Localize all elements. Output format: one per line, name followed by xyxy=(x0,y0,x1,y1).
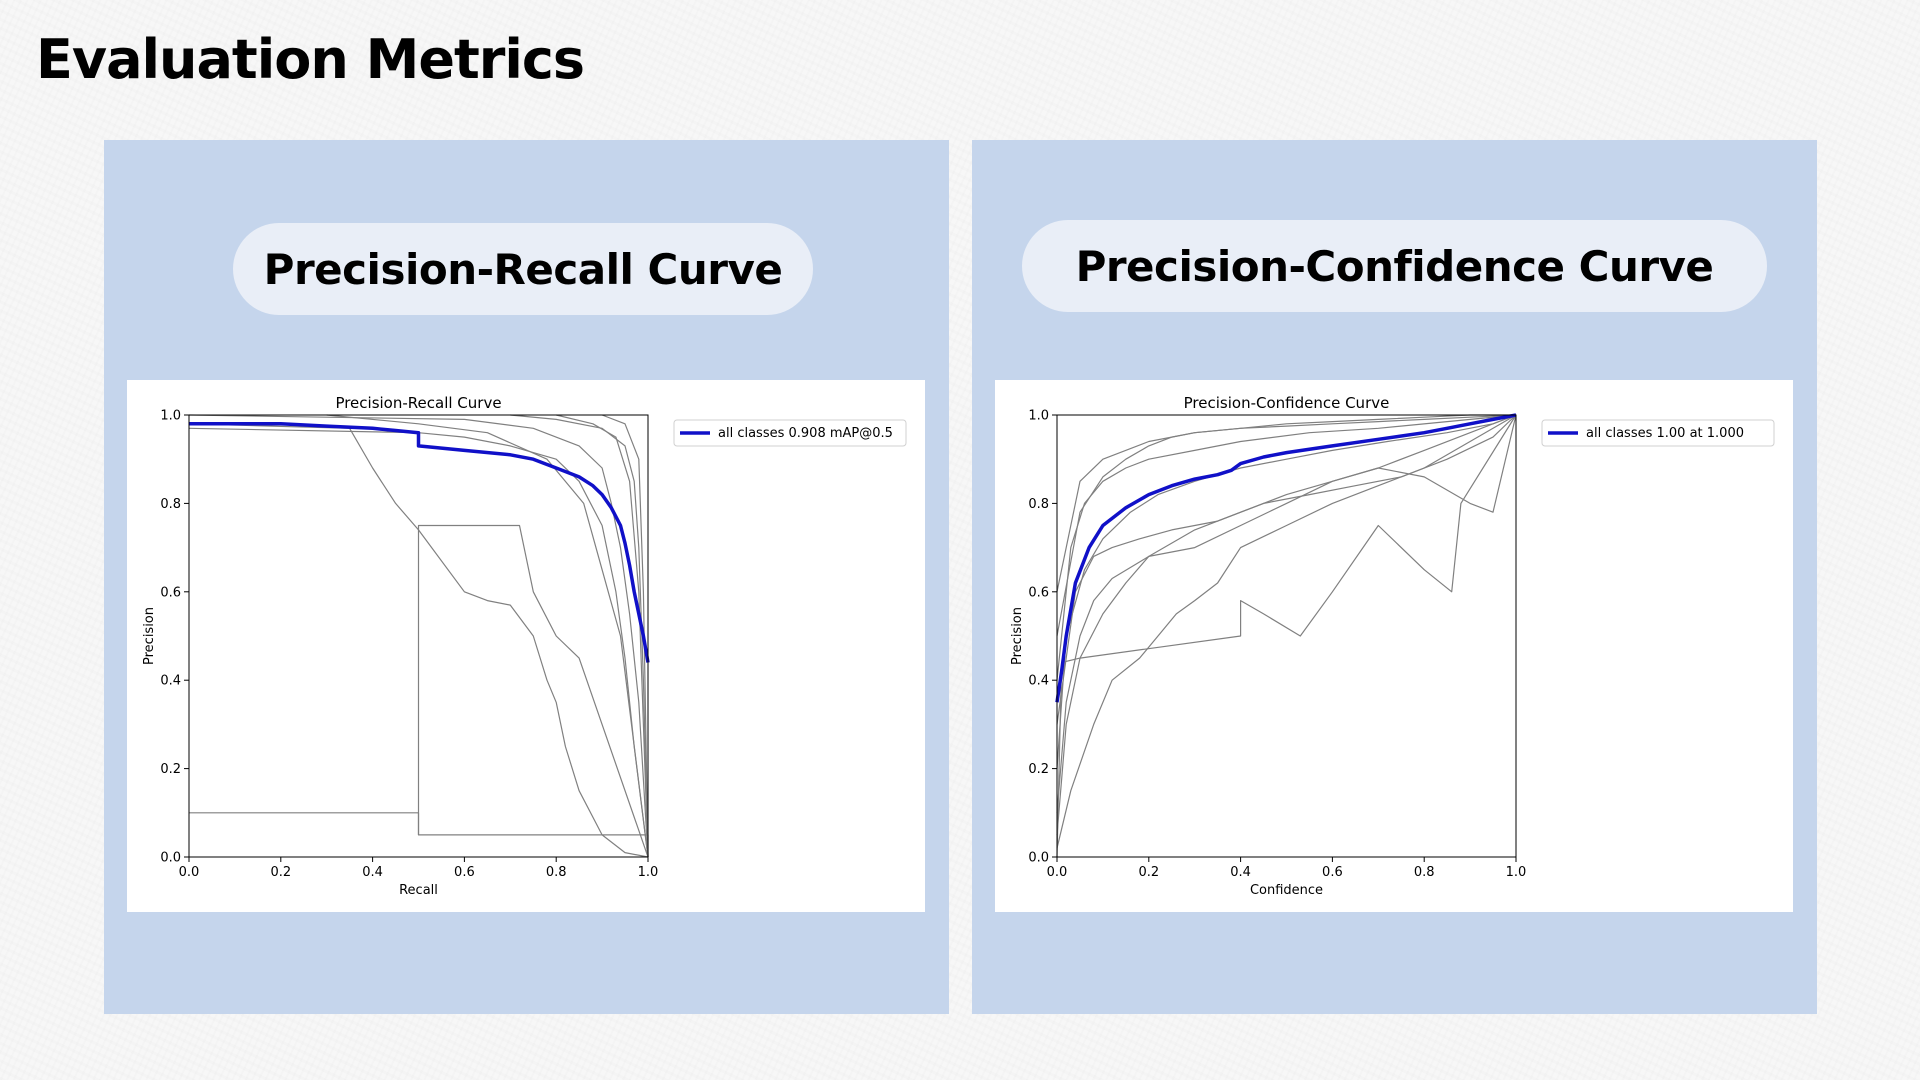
chart0-xtick-label: 0.0 xyxy=(179,865,200,880)
chart0-ytick-label: 0.6 xyxy=(160,585,181,600)
chart1-ytick-label: 0.4 xyxy=(1028,674,1049,689)
chart0-legend: all classes 0.908 mAP@0.5 xyxy=(673,419,907,447)
chart1-series-class-1 xyxy=(1056,414,1517,858)
chart0-xtick-label: 0.8 xyxy=(546,865,567,880)
chart1-ytick-label: 0.8 xyxy=(1028,497,1049,512)
chart0-ytick-label: 0.0 xyxy=(160,851,181,866)
chart1-series-class-2 xyxy=(1056,414,1517,849)
chart0-xtick-label: 0.4 xyxy=(362,865,383,880)
chart1-ytick-label: 0.0 xyxy=(1028,851,1049,866)
precision-confidence-panel: Precision-Confidence Curve Precision-Con… xyxy=(972,140,1817,1014)
chart0-series-class-4 xyxy=(188,427,649,858)
chart0-series-class-5 xyxy=(188,414,649,858)
chart1-ytick-label: 1.0 xyxy=(1028,409,1049,424)
chart0-xtick-label: 1.0 xyxy=(638,865,659,880)
chart1-xtick-label: 0.0 xyxy=(1047,865,1068,880)
chart0-series-group xyxy=(188,414,650,858)
chart0-ytick-label: 0.2 xyxy=(160,762,181,777)
precision-confidence-chart: Precision-Confidence Curve 0.0 0.2 0.4 0.6 0.… xyxy=(1010,394,1775,898)
chart1-xtick-label: 0.4 xyxy=(1230,865,1251,880)
chart1-ytick-label: 0.2 xyxy=(1028,762,1049,777)
chart1-xlabel: Confidence xyxy=(1250,883,1323,898)
chart0-title: Precision-Recall Curve xyxy=(335,394,501,412)
chart1-plot-frame xyxy=(1056,414,1517,858)
chart0-xtick-label: 0.2 xyxy=(270,865,291,880)
chart1-series-class-5 xyxy=(1056,414,1517,681)
chart0-series-class-1 xyxy=(188,423,649,858)
chart0-series-class-9 xyxy=(601,414,649,858)
chart0-legend-label: all classes 0.908 mAP@0.5 xyxy=(718,426,893,441)
chart0-plot-frame xyxy=(188,414,649,858)
chart1-series-all-classes xyxy=(1055,413,1517,703)
chart1-series-class-3 xyxy=(1056,414,1517,835)
chart1-series-class-8 xyxy=(1056,414,1517,813)
chart0-xlabel: Recall xyxy=(399,883,438,898)
chart0-ylabel: Precision xyxy=(142,607,157,665)
chart0-ytick-label: 1.0 xyxy=(160,409,181,424)
chart1-ytick-label: 0.6 xyxy=(1028,585,1049,600)
chart0-ytick-label: 0.4 xyxy=(160,674,181,689)
chart0-series-class-6 xyxy=(510,414,649,858)
chart1-legend-box xyxy=(1541,419,1775,447)
precision-recall-panel: Precision-Recall Curve Precision-Recall … xyxy=(104,140,949,1014)
precision-recall-heading: Precision-Recall Curve xyxy=(233,223,813,315)
chart1-series-class-9 xyxy=(1056,414,1517,592)
precision-confidence-plot-card: Precision-Confidence Curve 0.0 0.2 0.4 0.6 0.… xyxy=(995,380,1793,912)
chart1-title: Precision-Confidence Curve xyxy=(1184,394,1390,412)
chart1-ylabel: Precision xyxy=(1010,607,1025,665)
precision-recall-plot-card: Precision-Recall Curve 0.0 0.2 0.4 0.6 0.8 1.0… xyxy=(127,380,925,912)
chart0-series-class-7 xyxy=(326,414,649,858)
chart1-series-class-6 xyxy=(1056,414,1517,725)
chart1-xtick-label: 0.8 xyxy=(1414,865,1435,880)
precision-recall-chart: Precision-Recall Curve 0.0 0.2 0.4 0.6 0.8 1.0… xyxy=(142,394,907,898)
page-title: Evaluation Metrics xyxy=(36,28,585,91)
chart0-legend-box xyxy=(673,419,907,447)
chart0-series-class-3 xyxy=(417,524,649,858)
chart1-legend-label: all classes 1.00 at 1.000 xyxy=(1586,426,1744,441)
chart0-xtick-label: 0.6 xyxy=(454,865,475,880)
chart1-legend: all classes 1.00 at 1.000 xyxy=(1541,419,1775,447)
chart1-xtick-label: 0.6 xyxy=(1322,865,1343,880)
chart1-xtick-label: 1.0 xyxy=(1506,865,1527,880)
precision-confidence-heading: Precision-Confidence Curve xyxy=(1022,220,1767,312)
chart1-series-group xyxy=(1055,413,1517,858)
chart1-xtick-label: 0.2 xyxy=(1138,865,1159,880)
chart0-series-all-classes xyxy=(189,422,650,663)
chart0-series-class-8 xyxy=(556,414,649,858)
chart0-ytick-label: 0.8 xyxy=(160,497,181,512)
